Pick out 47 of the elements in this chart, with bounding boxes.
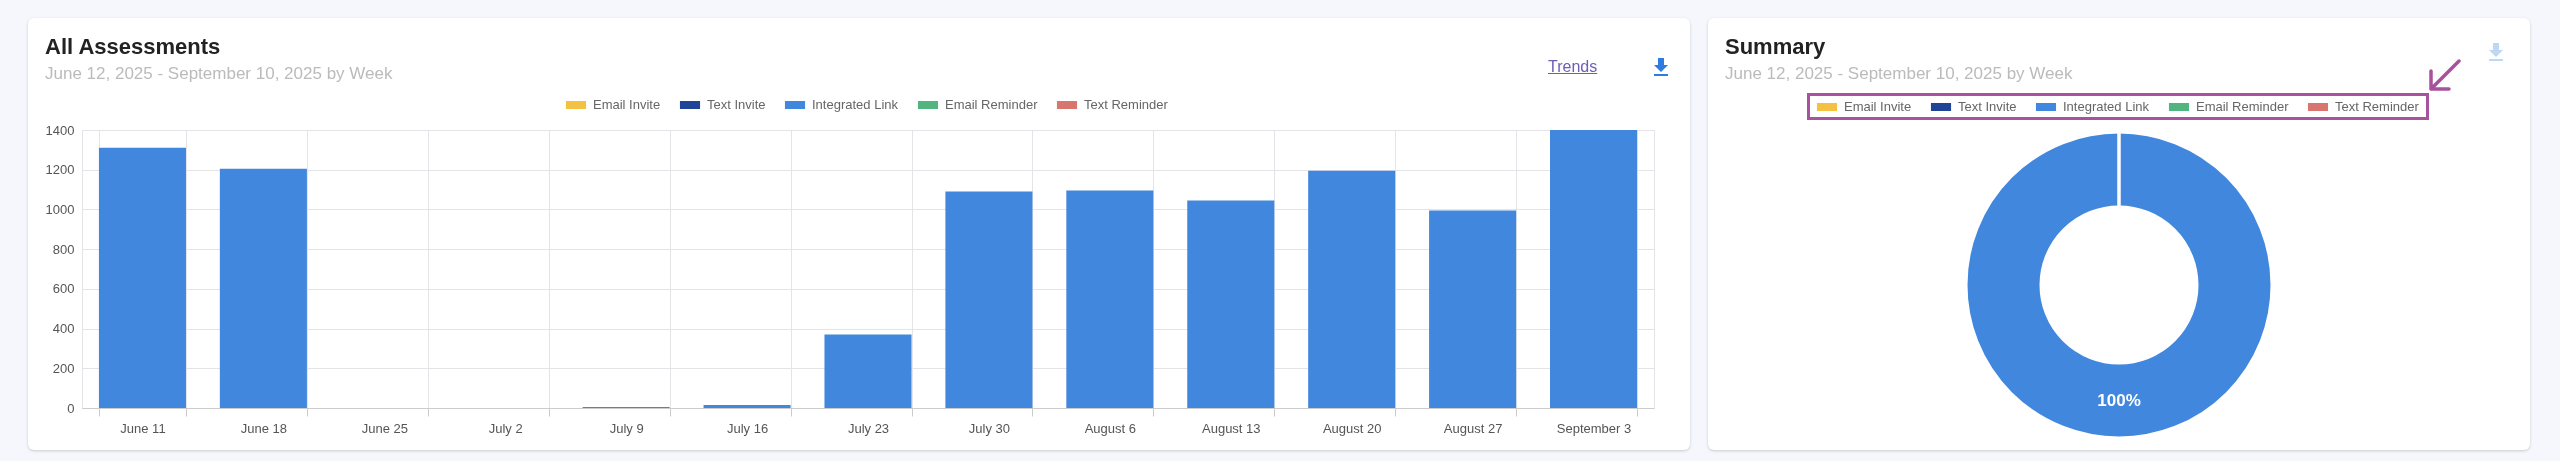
x-tick-label: July 30 — [968, 420, 1011, 436]
bar — [945, 191, 1033, 408]
x-tick-label: July 2 — [488, 420, 523, 436]
legend-label: Text Reminder — [2335, 99, 2420, 114]
bar — [219, 168, 307, 408]
y-tick-label: 400 — [52, 321, 75, 337]
bar — [1187, 200, 1275, 408]
bar — [703, 405, 791, 408]
bar — [824, 334, 912, 408]
x-tick-label: June 11 — [120, 420, 166, 436]
legend-label: Text Reminder — [1084, 97, 1169, 112]
y-tick-label: 1200 — [45, 162, 75, 178]
legend-label: Integrated Link — [812, 97, 899, 112]
chart-title: Summary — [1725, 34, 1826, 60]
legend-label: Integrated Link — [2063, 99, 2150, 114]
y-tick-label: 1000 — [45, 201, 75, 217]
x-tick-label: August 27 — [1443, 420, 1503, 436]
chart-subtitle: June 12, 2025 - September 10, 2025 by Week — [1725, 64, 2073, 84]
bar — [1066, 190, 1154, 408]
chart-title: All Assessments — [45, 34, 221, 60]
x-tick-label: June 18 — [240, 420, 288, 436]
x-tick-label: August 6 — [1084, 420, 1137, 436]
bar — [1429, 210, 1517, 408]
chart-subtitle: June 12, 2025 - September 10, 2025 by Week — [45, 64, 393, 84]
x-tick-label: September 3 — [1556, 420, 1632, 436]
legend-label: Text Invite — [1958, 99, 2017, 114]
y-tick-label: 0 — [67, 400, 75, 416]
y-tick-label: 600 — [52, 281, 75, 297]
bar — [98, 147, 186, 408]
bar — [1308, 170, 1396, 408]
y-tick-label: 200 — [52, 360, 75, 376]
y-tick-label: 1400 — [45, 122, 75, 138]
x-tick-label: July 16 — [726, 420, 769, 436]
legend-label: Email Reminder — [2196, 99, 2290, 114]
bar — [1550, 130, 1638, 408]
legend-label: Email Invite — [1844, 99, 1912, 114]
legend-label: Text Invite — [707, 97, 766, 112]
legend-label: Email Reminder — [945, 97, 1039, 112]
text: Trends — [1548, 58, 1598, 76]
x-tick-label: July 9 — [609, 420, 644, 436]
x-tick-label: June 25 — [361, 420, 408, 436]
x-tick-label: August 20 — [1322, 420, 1382, 436]
x-tick-label: August 13 — [1202, 420, 1261, 436]
y-tick-label: 800 — [52, 241, 75, 257]
x-tick-label: July 23 — [847, 420, 890, 436]
legend-label: Email Invite — [593, 97, 661, 112]
data-label: 100% — [2097, 390, 2141, 410]
